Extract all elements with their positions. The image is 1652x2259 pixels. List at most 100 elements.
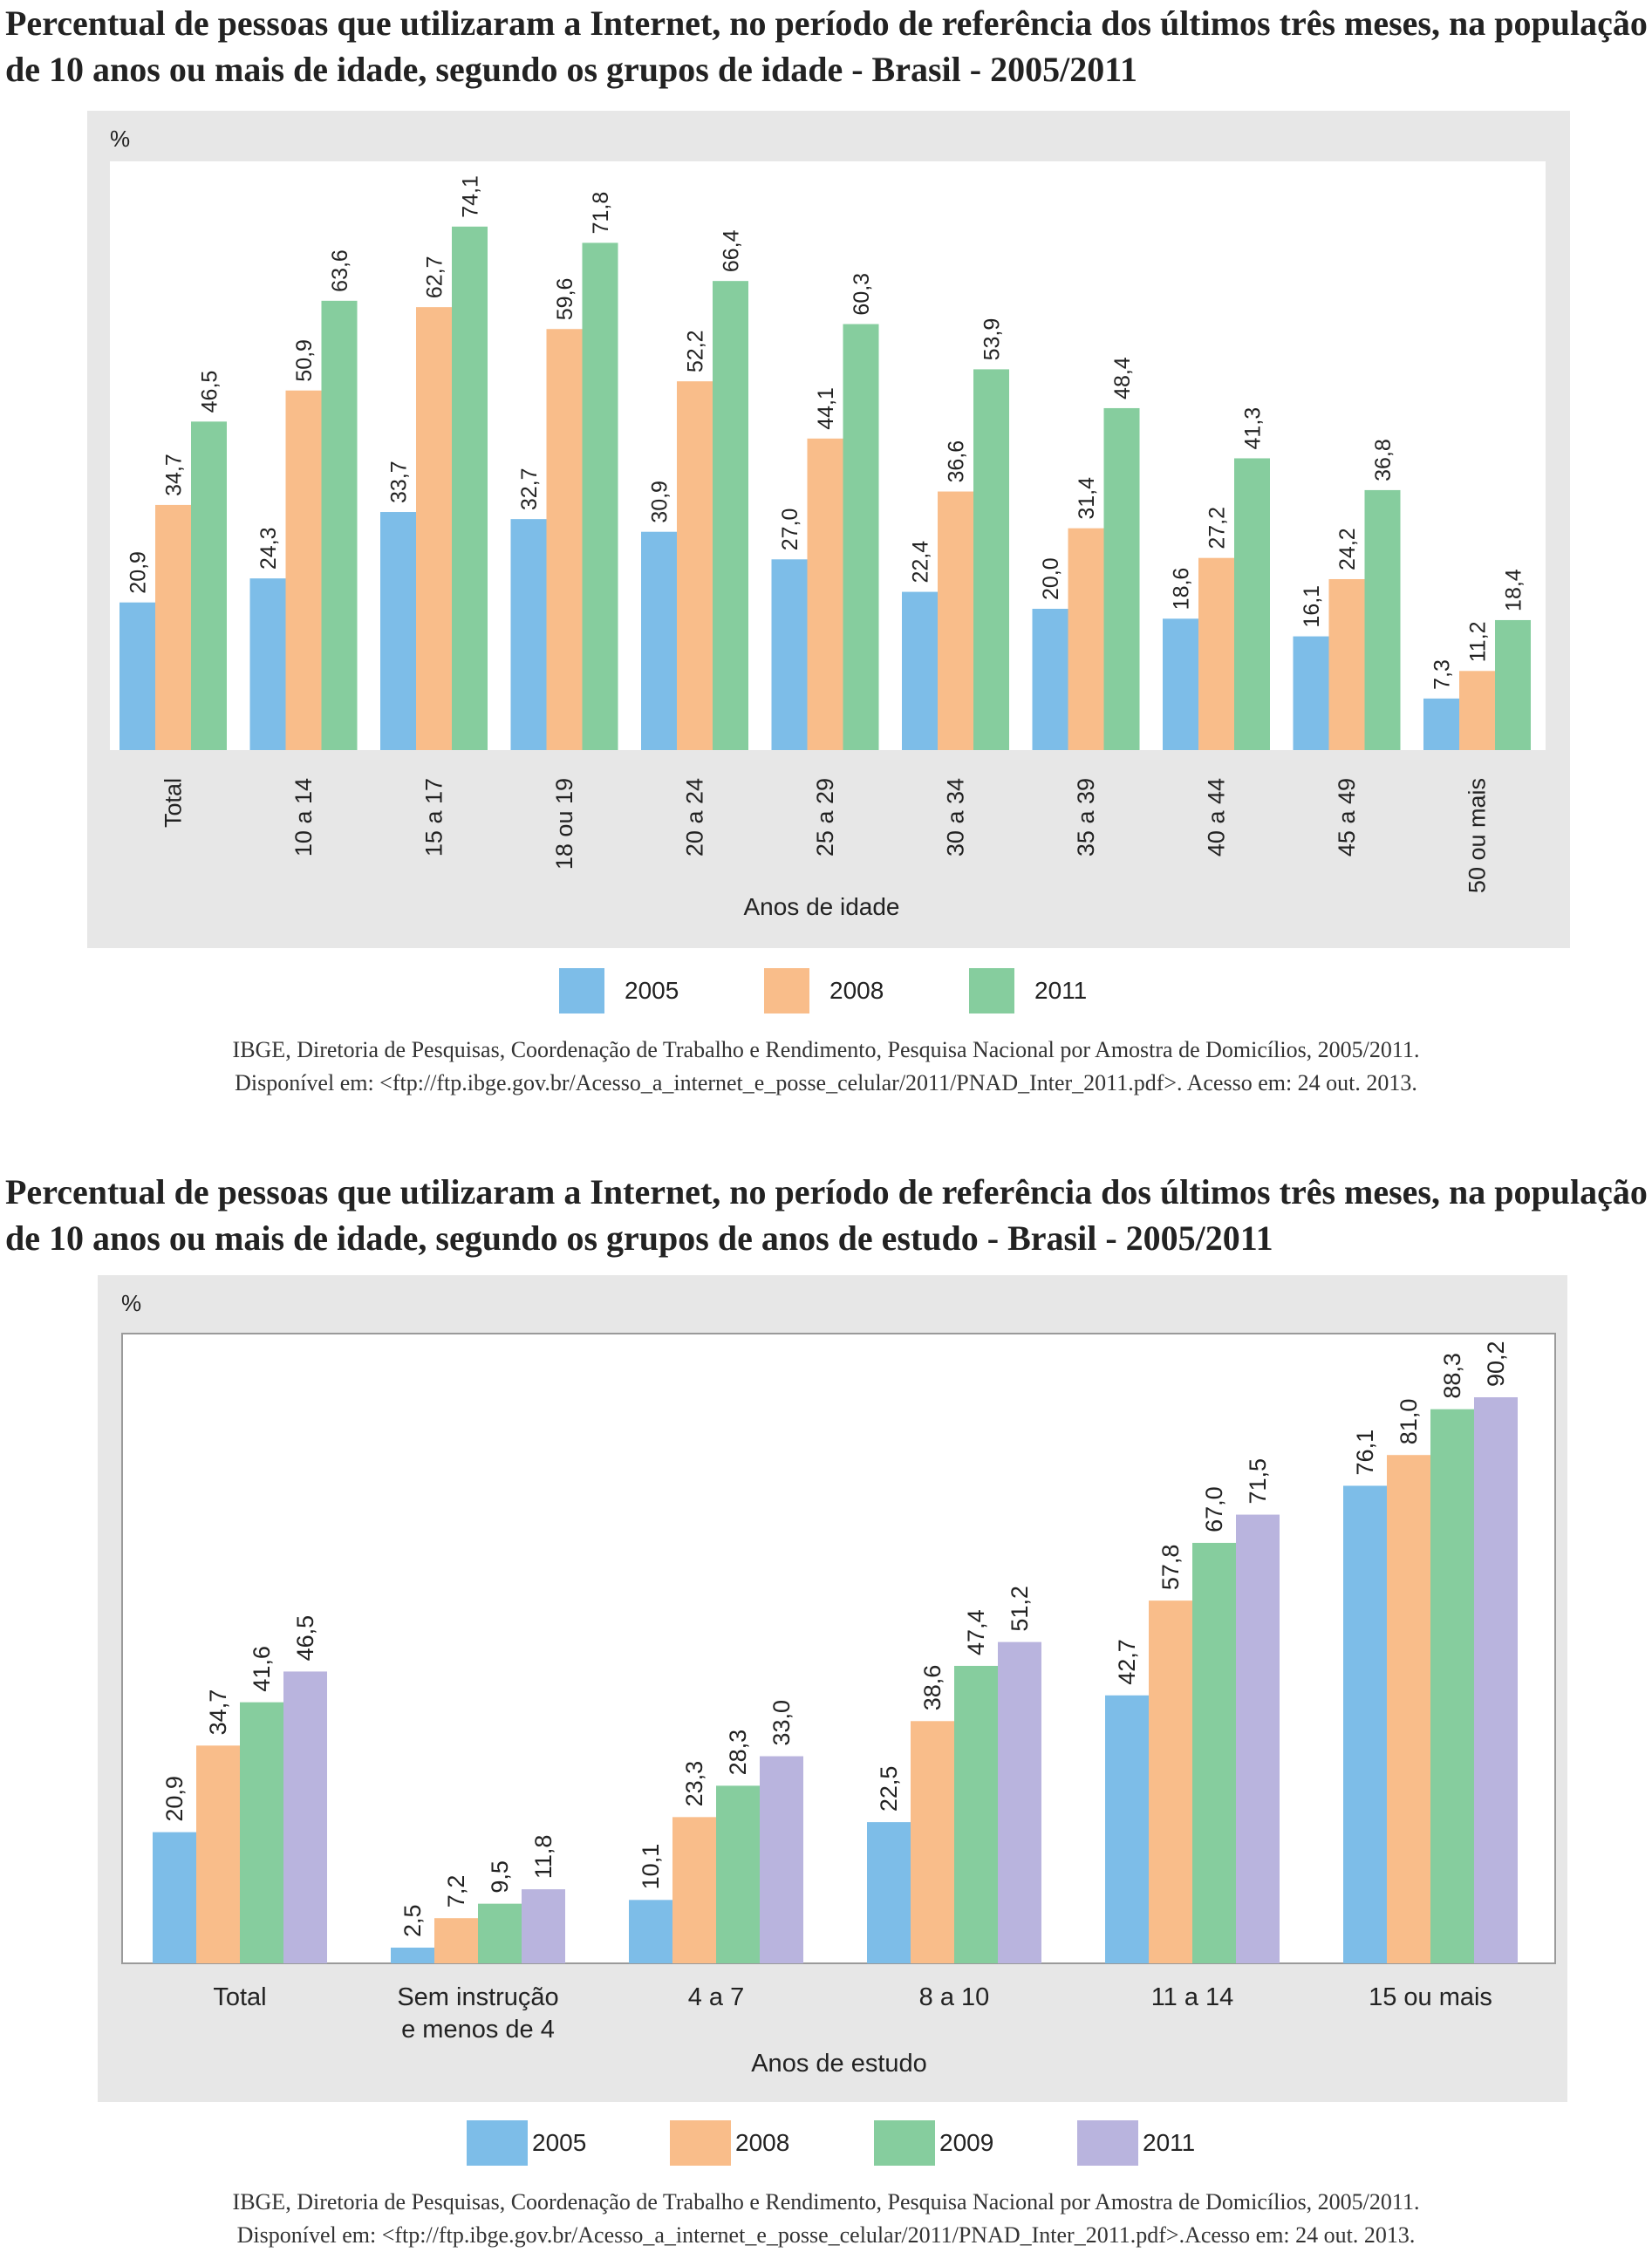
- chart-2-y-unit: %: [121, 1290, 141, 1316]
- chart-1-data-label: 46,5: [198, 371, 222, 413]
- chart-2-data-label: 38,6: [919, 1665, 945, 1711]
- chart-1-data-label: 48,4: [1110, 357, 1135, 399]
- chart-2-bar: [998, 1641, 1041, 1963]
- chart-1-bar: [1293, 636, 1329, 750]
- chart-2-data-label: 88,3: [1439, 1353, 1465, 1399]
- chart-1-bar: [713, 281, 748, 750]
- chart-2-x-tick-label: 8 a 10: [919, 1983, 990, 2011]
- chart-1-bar: [677, 381, 713, 750]
- chart-1-source-text: IBGE, Diretoria de Pesquisas, Coordenaçã…: [232, 1037, 1420, 1062]
- chart-2-bar: [478, 1903, 522, 1963]
- chart-2-bar: [954, 1665, 998, 1963]
- chart-1-bar: [119, 602, 155, 750]
- chart-1-x-tick-label: 15 a 17: [421, 778, 447, 857]
- chart-1-bar: [902, 591, 938, 750]
- chart-1-bar: [1328, 578, 1365, 750]
- chart-1-data-label: 27,0: [778, 508, 802, 551]
- chart-2-data-label: 11,8: [530, 1835, 556, 1880]
- chart-1-bar: [155, 504, 191, 750]
- chart-2-x-tick-label: e menos de 4: [401, 2016, 555, 2044]
- chart-2-data-label: 2,5: [399, 1904, 426, 1937]
- chart-1-bar: [973, 369, 1009, 750]
- chart-1-x-tick-label: 20 a 24: [682, 778, 708, 857]
- chart-1-bar: [191, 421, 227, 750]
- chart-2-legend-label: 2005: [532, 2129, 586, 2156]
- chart-1-legend-swatch: [969, 968, 1014, 1013]
- chart-1-x-tick-label: 18 ou 19: [551, 778, 577, 870]
- chart-2-data-label: 46,5: [292, 1615, 318, 1662]
- chart-2-legend-swatch: [874, 2120, 935, 2166]
- chart-2-legend-swatch: [467, 2120, 528, 2166]
- chart-1-bar: [1068, 528, 1104, 750]
- chart-2-bar: [522, 1889, 565, 1963]
- chart-2-x-axis-title: Anos de estudo: [751, 2050, 927, 2078]
- chart-2-bar: [1474, 1397, 1518, 1963]
- chart-1-title: Percentual de pessoas que utilizaram a I…: [5, 3, 1648, 89]
- chart-1-bar: [938, 491, 973, 750]
- chart-2-data-label: 23,3: [681, 1761, 707, 1807]
- chart-1-data-label: 24,3: [256, 527, 281, 570]
- chart-1-legend-swatch: [559, 968, 604, 1013]
- chart-2-plot-area: [121, 1333, 1556, 1964]
- chart-1-bar: [1423, 698, 1459, 750]
- chart-2-bar: [867, 1822, 911, 1963]
- chart-2-source-link[interactable]: Disponível em: <ftp://ftp.ibge.gov.br/Ac…: [236, 2222, 1416, 2248]
- chart-1-bar: [416, 307, 452, 750]
- chart-1-data-label: 27,2: [1205, 507, 1230, 549]
- chart-2-data-label: 9,5: [487, 1860, 513, 1894]
- chart-1-data-label: 52,2: [684, 331, 708, 373]
- chart-2-bar: [1343, 1485, 1387, 1963]
- chart-2-source-text: IBGE, Diretoria de Pesquisas, Coordenaçã…: [232, 2189, 1420, 2215]
- chart-1-data-label: 66,4: [720, 229, 744, 272]
- chart-2-bar: [240, 1702, 283, 1963]
- chart-1-source-link[interactable]: Disponível em: <ftp://ftp.ibge.gov.br/Ac…: [235, 1070, 1417, 1095]
- chart-1-bar: [321, 300, 358, 751]
- chart-1-bar: [1198, 557, 1234, 750]
- chart-1-x-tick-label: 40 a 44: [1204, 778, 1230, 857]
- chart-2-legend-swatch: [670, 2120, 731, 2166]
- chart-1-data-label: 30,9: [648, 481, 672, 523]
- chart-1-data-label: 32,7: [517, 467, 542, 510]
- chart-1-y-unit: %: [110, 126, 130, 152]
- chart-2-data-label: 67,0: [1201, 1486, 1227, 1532]
- chart-1-x-tick-label: 50 ou mais: [1464, 778, 1491, 893]
- chart-2-bar: [1105, 1695, 1149, 1963]
- chart-1-bar: [582, 242, 618, 750]
- chart-1: % 20,9 34,7 46,5 Total 24,3 50,9 63,6 10 a 14 33,…: [87, 111, 1570, 1013]
- chart-1-bar: [1495, 619, 1531, 750]
- chart-2-data-label: 34,7: [205, 1689, 231, 1736]
- chart-1-data-label: 20,9: [126, 551, 151, 594]
- chart-1-bar: [452, 226, 488, 750]
- chart-1-bar: [1032, 609, 1068, 750]
- chart-2-bar: [629, 1900, 672, 1963]
- chart-2-data-label: 7,2: [443, 1875, 469, 1908]
- chart-1-data-label: 24,2: [1335, 528, 1360, 570]
- chart-1-legend-swatch: [764, 968, 809, 1013]
- chart-2-data-label: 20,9: [161, 1776, 188, 1822]
- chart-2-bar: [196, 1745, 240, 1963]
- chart-1-data-label: 22,4: [909, 541, 933, 584]
- chart-1-bar: [807, 438, 843, 750]
- chart-2-bar: [1149, 1600, 1192, 1963]
- chart-1-bar: [771, 559, 808, 750]
- chart-1-x-tick-label: Total: [160, 778, 187, 828]
- chart-2-legend-label: 2011: [1143, 2129, 1195, 2156]
- chart-1-x-axis-title: Anos de idade: [743, 893, 899, 920]
- chart-1-data-label: 18,4: [1502, 569, 1526, 611]
- chart-1-legend-label: 2005: [625, 977, 679, 1004]
- chart-2: % 20,9 34,7 41,6 46,5 Total 2,5 7,2 9,5 11,8 Sem i…: [98, 1275, 1567, 2166]
- chart-2-data-label: 71,5: [1245, 1458, 1271, 1505]
- chart-1-data-label: 11,2: [1466, 621, 1491, 662]
- chart-1-data-label: 60,3: [850, 273, 874, 316]
- chart-2-source: IBGE, Diretoria de Pesquisas, Coordenaçã…: [0, 2186, 1652, 2252]
- chart-1-x-tick-label: 30 a 34: [943, 778, 969, 857]
- chart-2-x-tick-label: Total: [213, 1983, 266, 2011]
- chart-2-data-label: 76,1: [1352, 1430, 1378, 1476]
- chart-1-bar: [641, 531, 677, 750]
- chart-2-bar: [672, 1817, 716, 1963]
- chart-1-bar: [1459, 671, 1495, 750]
- chart-2-data-label: 10,1: [638, 1844, 664, 1890]
- chart-1-data-label: 31,4: [1075, 477, 1099, 520]
- chart-2-data-label: 90,2: [1483, 1341, 1509, 1387]
- chart-1-bar: [1163, 618, 1198, 750]
